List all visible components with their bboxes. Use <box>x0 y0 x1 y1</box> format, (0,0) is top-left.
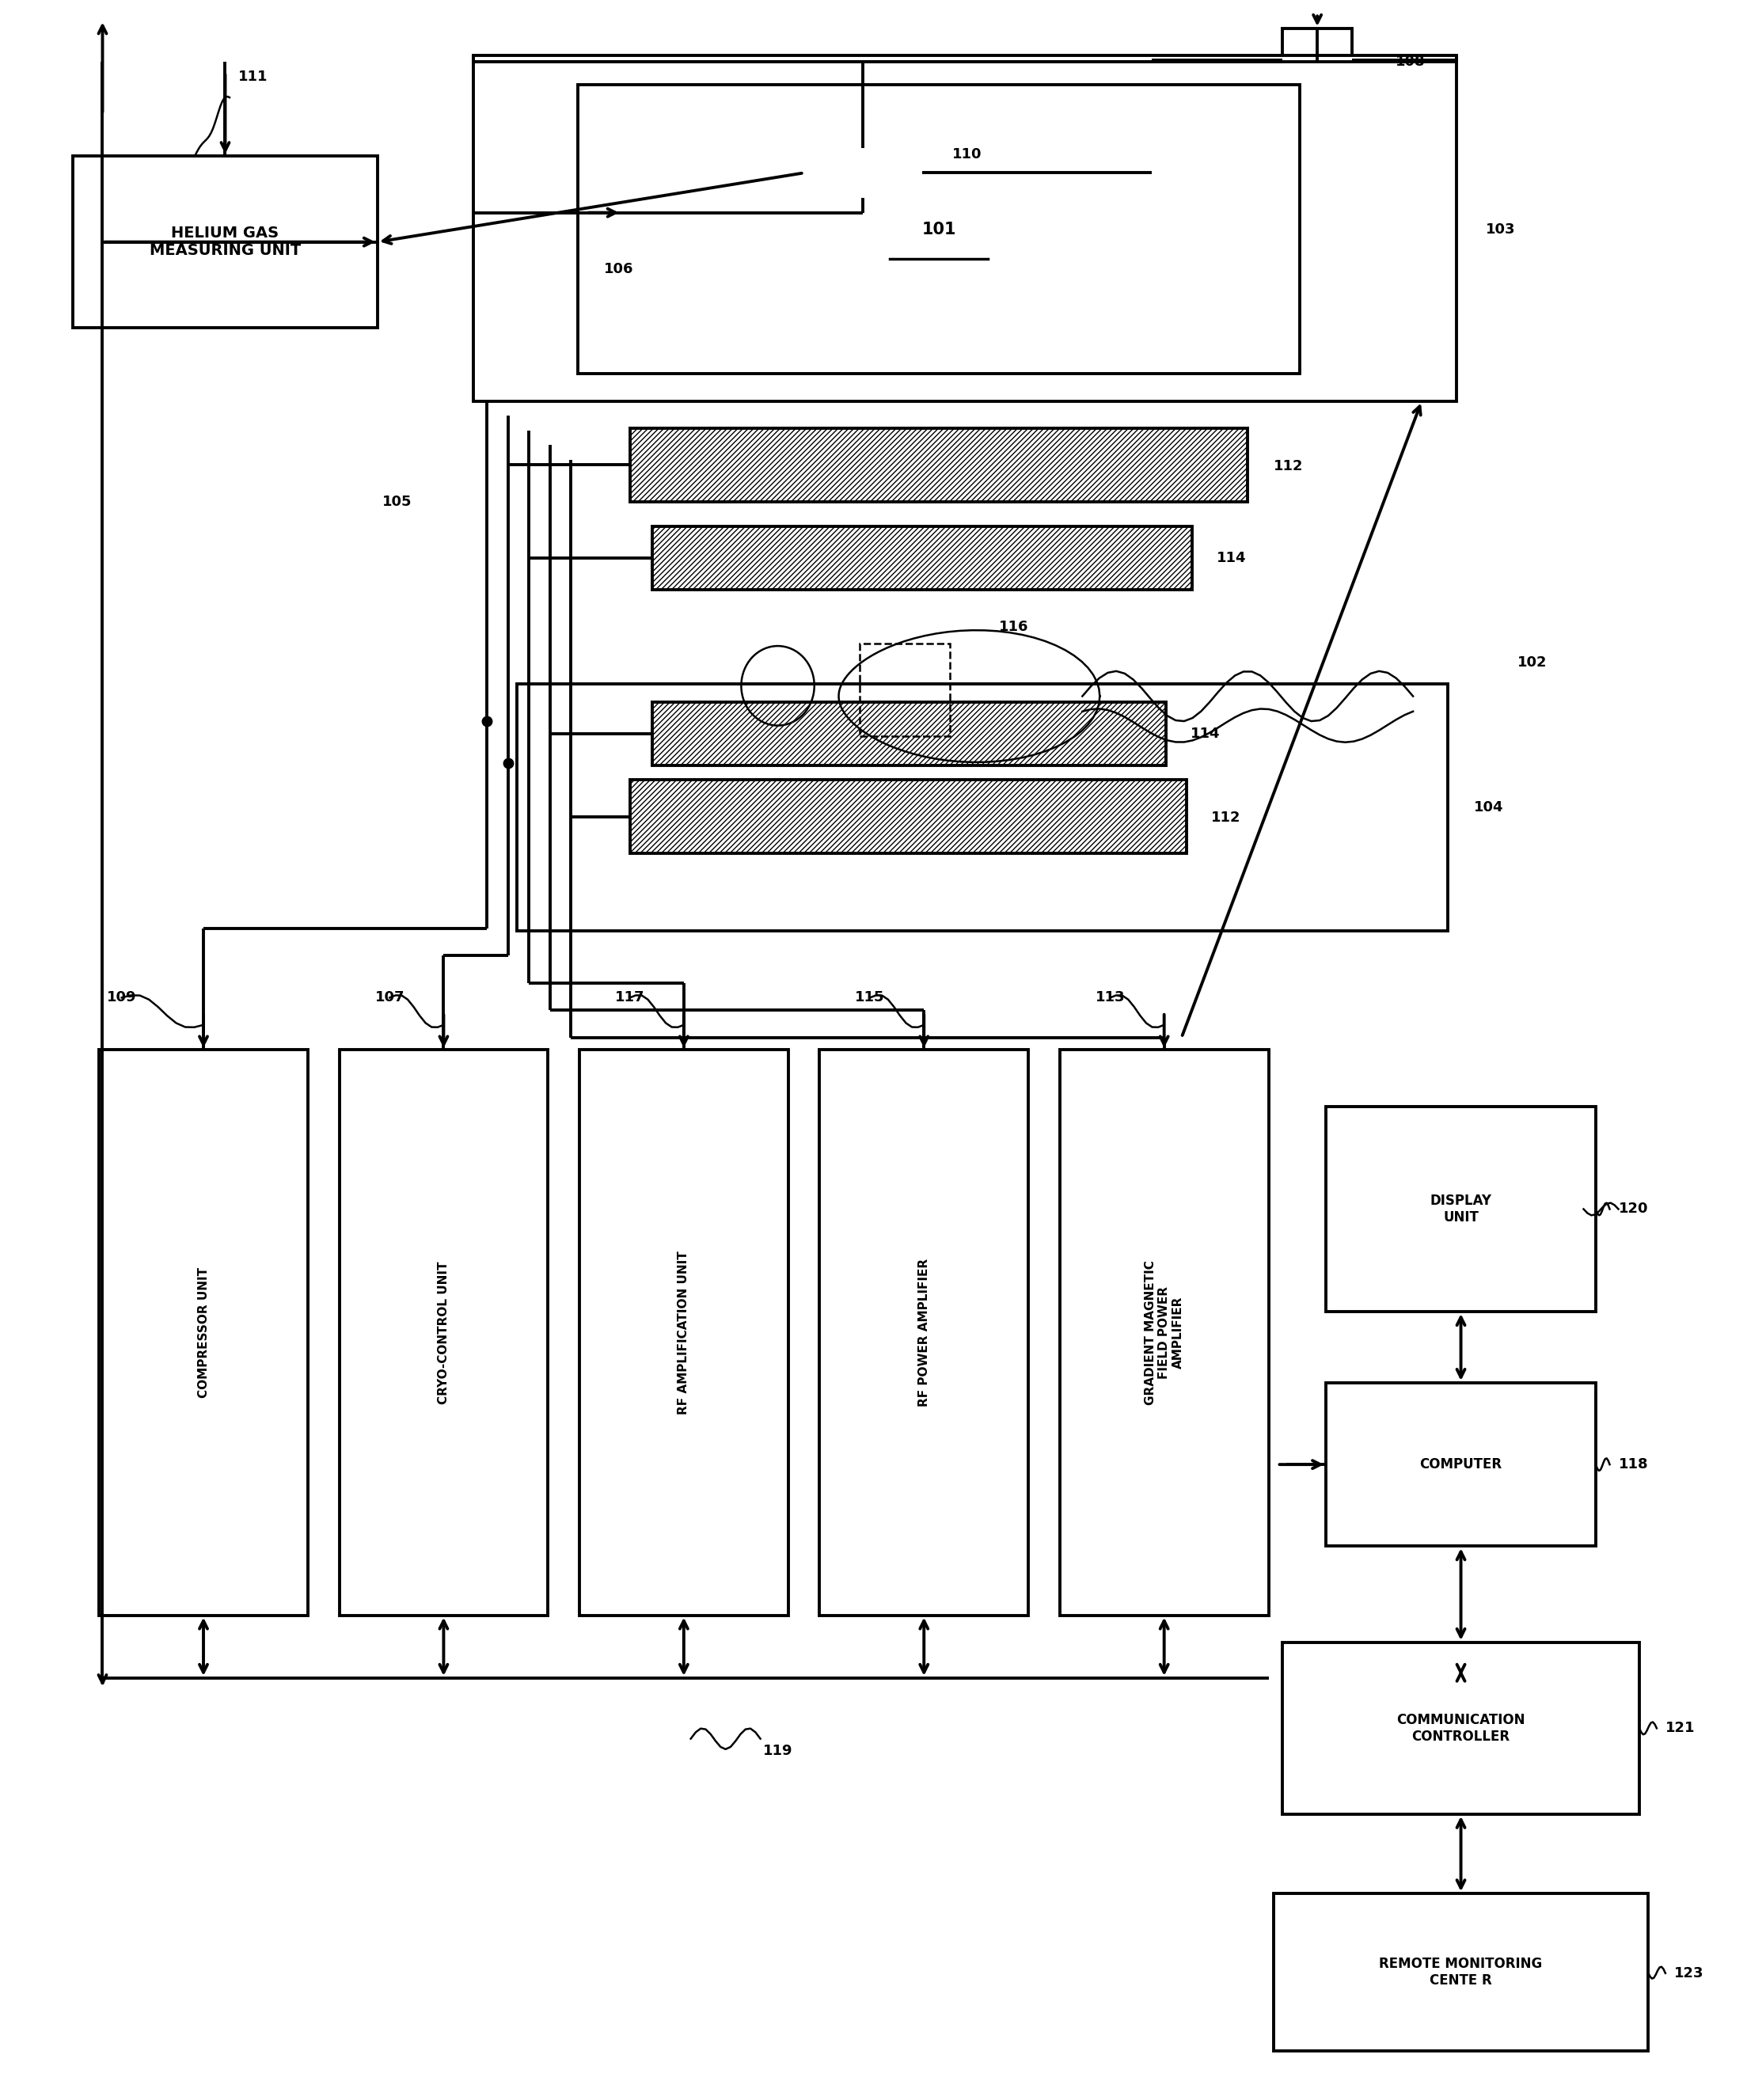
Text: 101: 101 <box>922 220 956 237</box>
Text: 112: 112 <box>1211 811 1240 825</box>
Text: HELIUM GAS
MEASURING UNIT: HELIUM GAS MEASURING UNIT <box>150 225 300 258</box>
Text: COMPRESSOR UNIT: COMPRESSOR UNIT <box>197 1266 210 1399</box>
Text: 121: 121 <box>1665 1722 1695 1735</box>
Text: 123: 123 <box>1674 1966 1703 1980</box>
Text: COMPUTER: COMPUTER <box>1420 1457 1502 1472</box>
Bar <box>860 645 950 735</box>
Text: 112: 112 <box>1274 458 1303 472</box>
Bar <box>1282 1642 1639 1814</box>
Text: GRADIENT MAGNETIC
FIELD POWER
AMPLIFIER: GRADIENT MAGNETIC FIELD POWER AMPLIFIER <box>1144 1260 1184 1405</box>
Bar <box>1326 1384 1595 1546</box>
Bar <box>473 55 1457 401</box>
Text: 105: 105 <box>383 493 412 508</box>
Text: 114: 114 <box>1216 550 1246 565</box>
Text: 114: 114 <box>1190 727 1219 741</box>
Text: 107: 107 <box>376 991 405 1004</box>
Text: RF POWER AMPLIFIER: RF POWER AMPLIFIER <box>917 1258 929 1407</box>
Bar <box>631 428 1247 502</box>
Bar <box>578 84 1300 374</box>
Bar <box>622 187 659 237</box>
Text: 119: 119 <box>763 1745 793 1758</box>
Bar <box>652 527 1191 590</box>
Bar <box>339 1050 549 1615</box>
Bar <box>631 779 1186 853</box>
Bar <box>819 1050 1029 1615</box>
Text: 103: 103 <box>1487 223 1516 237</box>
Text: 120: 120 <box>1618 1201 1647 1216</box>
Bar <box>652 704 1165 764</box>
Bar <box>1282 29 1352 90</box>
Bar <box>73 155 377 328</box>
Bar <box>580 1050 788 1615</box>
Text: REMOTE MONITORING
CENTE R: REMOTE MONITORING CENTE R <box>1378 1957 1543 1987</box>
Text: 111: 111 <box>238 69 267 84</box>
Bar <box>1060 1050 1268 1615</box>
Bar <box>1274 1894 1647 2050</box>
Text: COMMUNICATION
CONTROLLER: COMMUNICATION CONTROLLER <box>1396 1714 1525 1743</box>
Text: 106: 106 <box>604 262 634 277</box>
Text: CRYO-CONTROL UNIT: CRYO-CONTROL UNIT <box>438 1262 449 1405</box>
Text: 115: 115 <box>856 991 886 1004</box>
Text: 102: 102 <box>1518 655 1548 670</box>
Text: 104: 104 <box>1474 800 1504 815</box>
Bar <box>1326 1107 1595 1312</box>
Bar <box>100 1050 307 1615</box>
Text: RF AMPLIFICATION UNIT: RF AMPLIFICATION UNIT <box>678 1252 690 1415</box>
Text: 118: 118 <box>1618 1457 1647 1472</box>
Bar <box>804 147 922 197</box>
Text: 116: 116 <box>999 620 1029 634</box>
Text: 108: 108 <box>1396 55 1426 69</box>
Text: 110: 110 <box>952 147 982 162</box>
Bar <box>517 685 1448 930</box>
Text: 109: 109 <box>107 991 136 1004</box>
Text: DISPLAY
UNIT: DISPLAY UNIT <box>1431 1193 1492 1224</box>
Text: 113: 113 <box>1095 991 1125 1004</box>
Text: 117: 117 <box>615 991 645 1004</box>
